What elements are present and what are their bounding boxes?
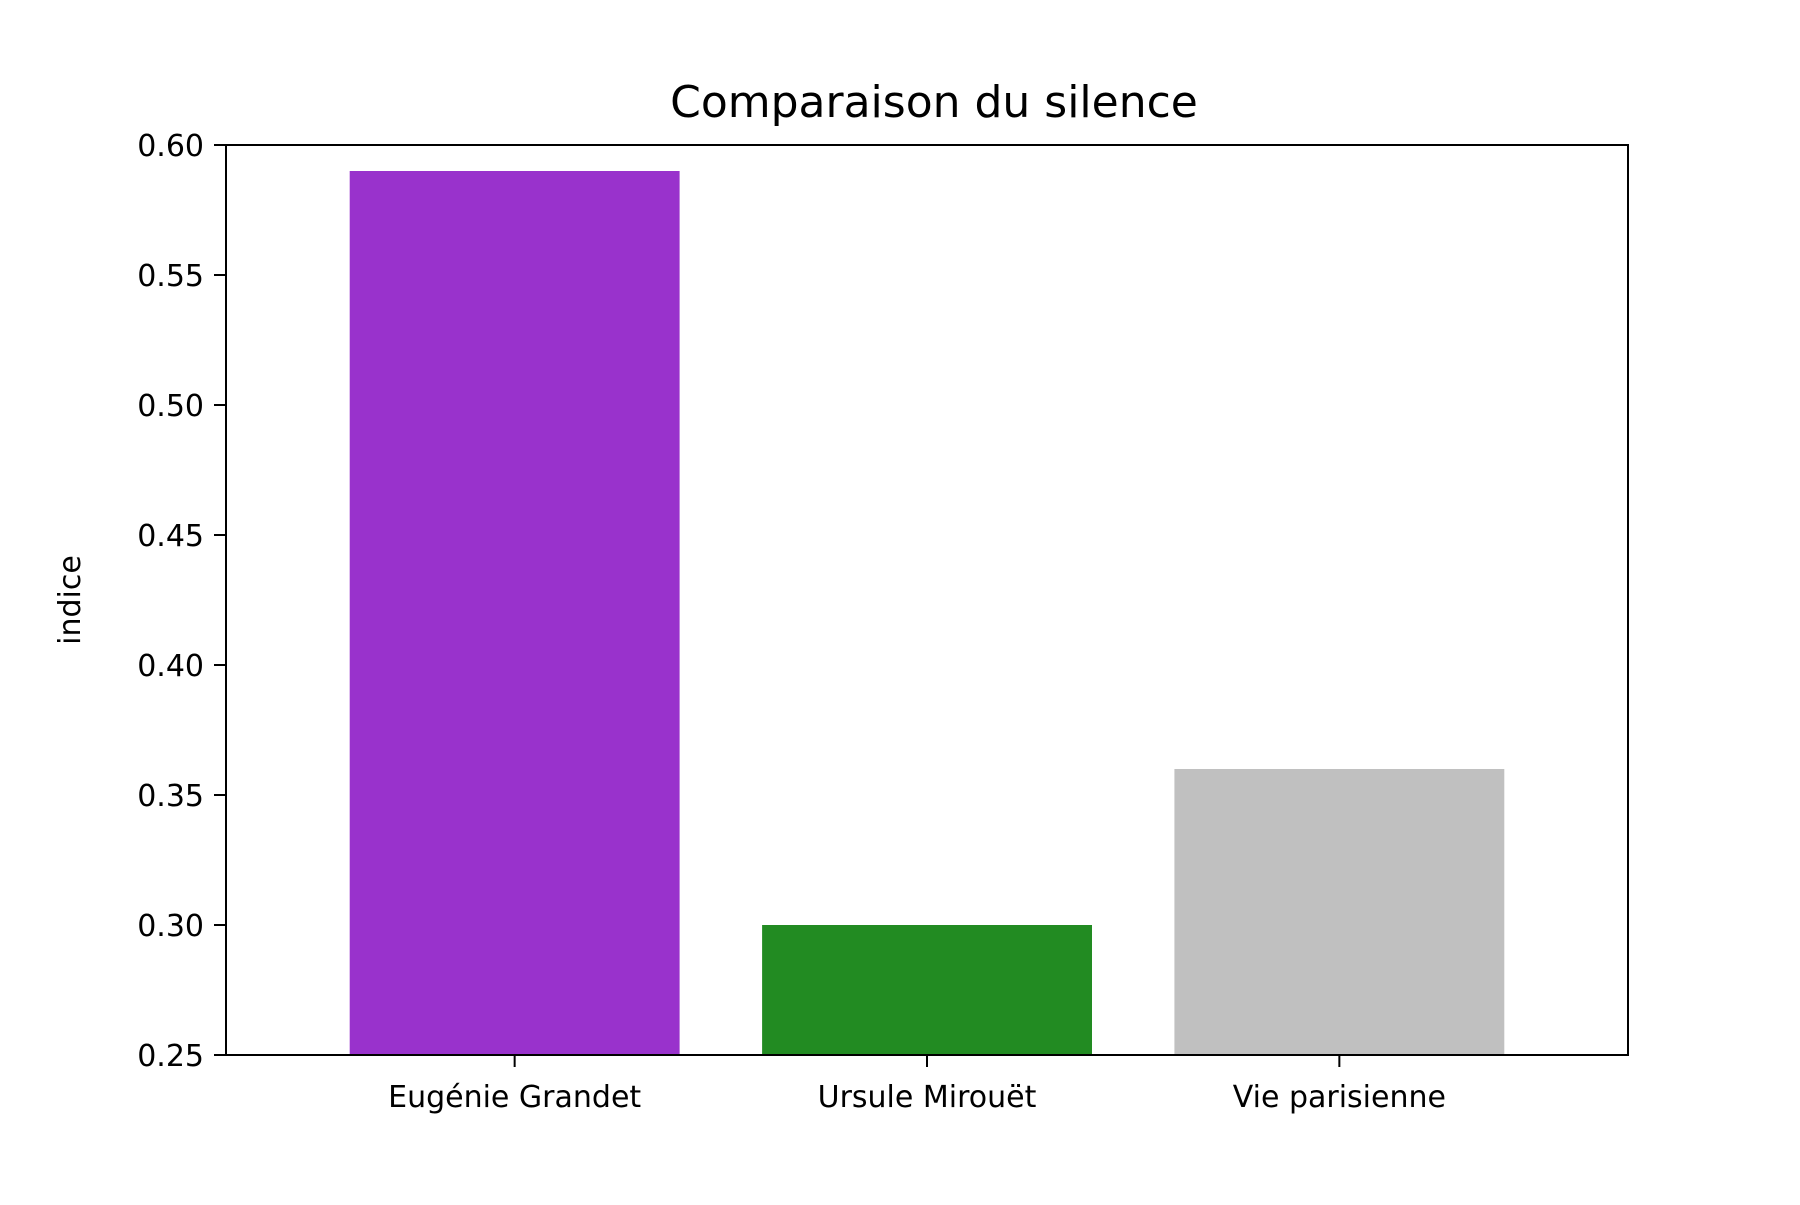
y-tick-label: 0.55	[137, 259, 204, 294]
y-tick-label: 0.50	[137, 389, 204, 424]
x-tick-label: Vie parisienne	[1233, 1080, 1446, 1115]
y-tick-label: 0.60	[137, 129, 204, 164]
y-tick-label: 0.30	[137, 909, 204, 944]
y-tick-label: 0.25	[137, 1039, 204, 1074]
x-tick-label: Eugénie Grandet	[388, 1080, 641, 1115]
x-axis: Eugénie Grandet Ursule Mirouët Vie parisie…	[388, 1055, 1446, 1115]
y-tick-label: 0.35	[137, 779, 204, 814]
bar-3	[1174, 769, 1505, 1055]
bar-1	[349, 171, 680, 1055]
chart-title: Comparaison du silence	[670, 77, 1198, 128]
bar-2	[762, 925, 1092, 1055]
x-tick-label: Ursule Mirouët	[818, 1080, 1037, 1115]
y-tick-label: 0.40	[137, 649, 204, 684]
y-axis-label: indice	[53, 555, 88, 645]
y-axis: 0.25 0.30 0.35 0.40 0.45 0.50 0.55 0.60	[137, 129, 226, 1074]
plot-frame	[225, 144, 1629, 1056]
bars-layer	[349, 171, 1505, 1055]
y-tick-label: 0.45	[137, 519, 204, 554]
